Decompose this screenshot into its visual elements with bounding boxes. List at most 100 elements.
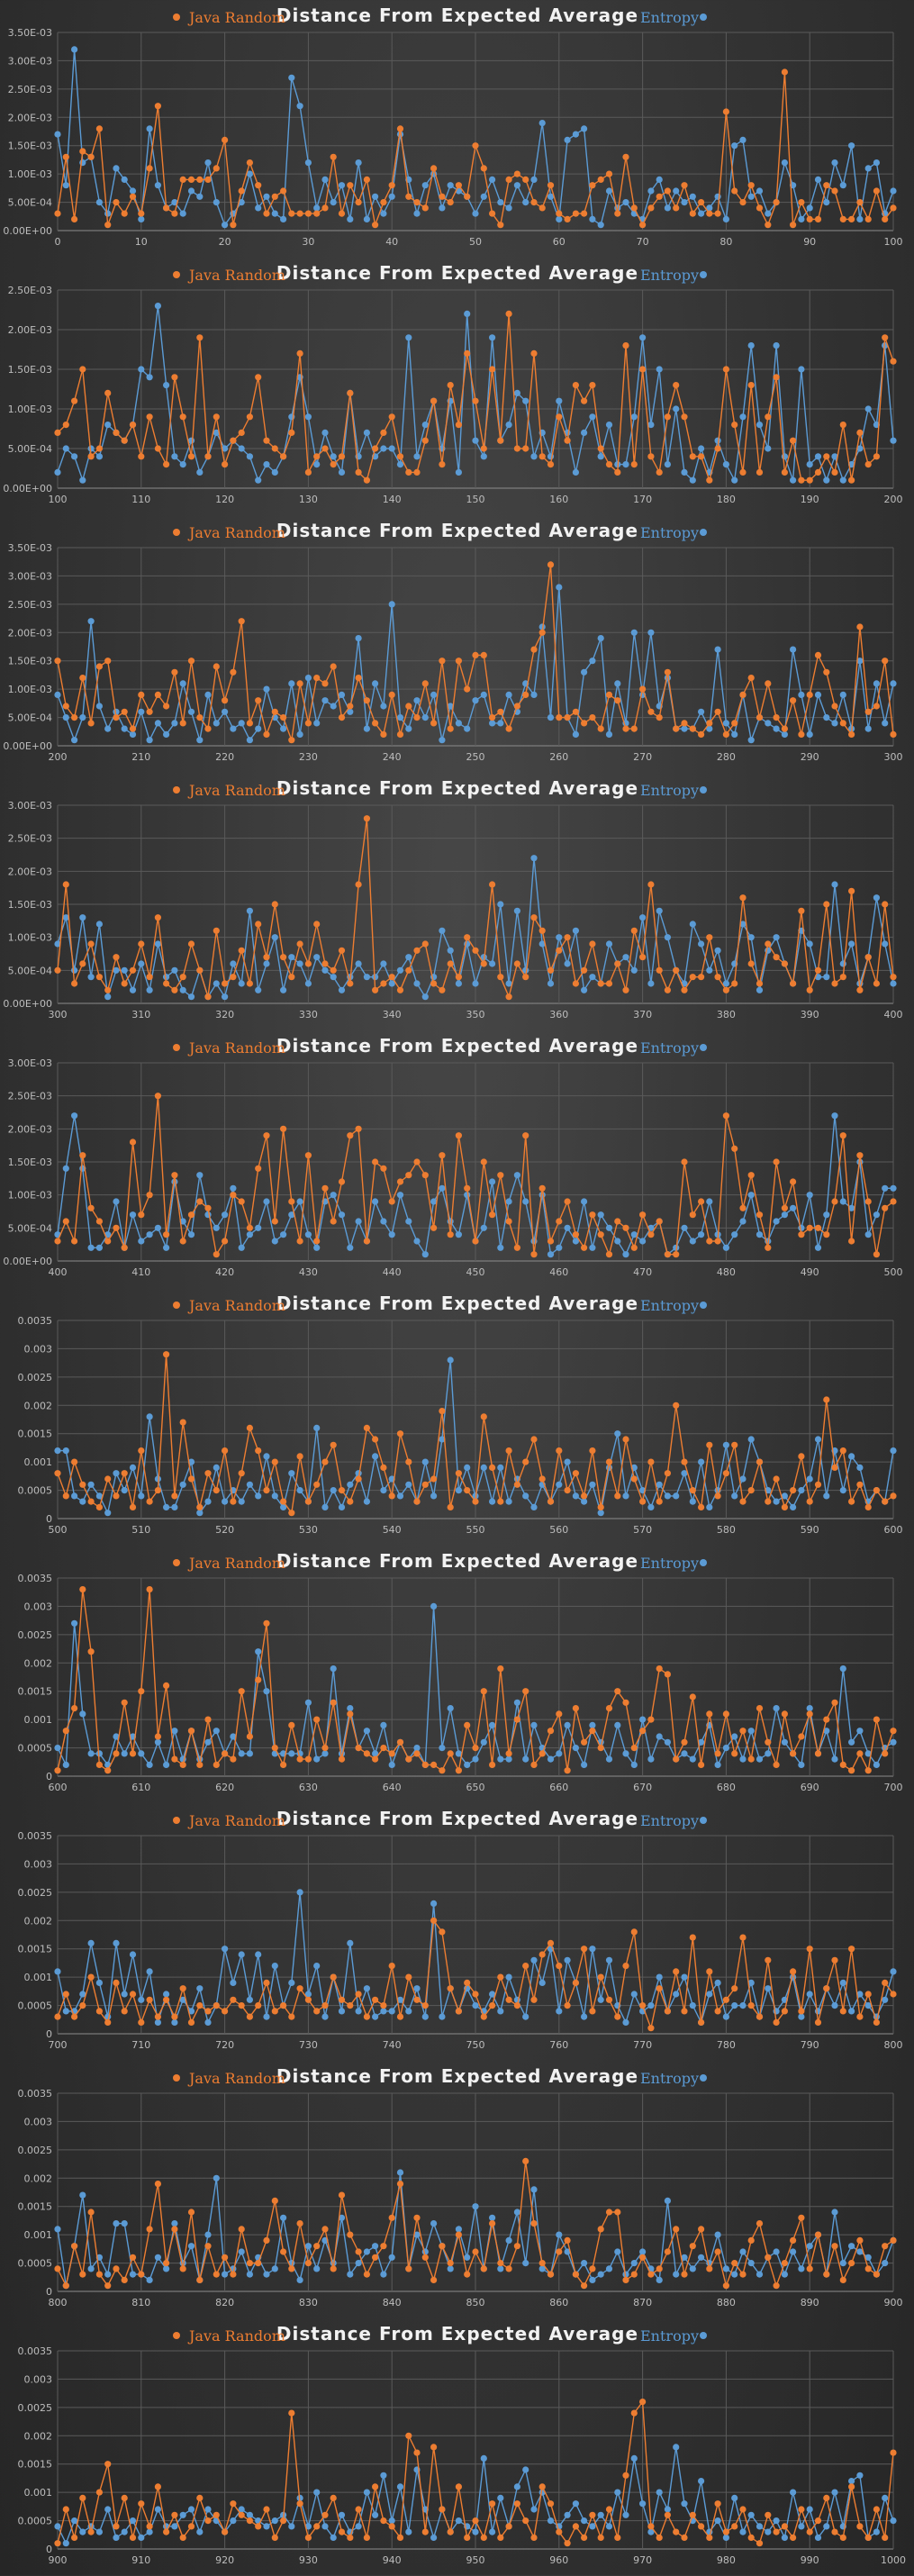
data-point-java xyxy=(614,468,621,476)
data-point-java xyxy=(179,413,186,421)
data-point-entropy xyxy=(739,2002,747,2009)
data-point-java xyxy=(330,1973,337,1981)
data-point-entropy xyxy=(179,680,186,687)
data-point-entropy xyxy=(664,461,672,468)
data-point-entropy xyxy=(656,366,663,373)
data-point-entropy xyxy=(62,2008,69,2015)
x-tick-label: 480 xyxy=(717,1266,736,1278)
data-point-java xyxy=(104,222,112,229)
data-point-java xyxy=(848,1767,855,1774)
data-point-entropy xyxy=(790,646,797,653)
data-point-java xyxy=(71,1238,78,1245)
data-point-java xyxy=(673,1251,680,1258)
data-point-java xyxy=(564,714,571,721)
data-point-entropy xyxy=(455,2517,462,2525)
data-point-java xyxy=(113,2523,120,2530)
data-point-java xyxy=(455,2231,462,2238)
data-point-entropy xyxy=(138,366,145,373)
data-point-java xyxy=(681,1158,688,1166)
data-point-java xyxy=(313,1238,321,1245)
data-point-java xyxy=(296,349,303,357)
data-point-entropy xyxy=(304,2523,312,2530)
data-point-java xyxy=(396,986,404,993)
data-point-entropy xyxy=(171,2523,178,2530)
data-point-java xyxy=(856,2013,864,2020)
data-point-entropy xyxy=(831,720,838,727)
legend-marker-entropy xyxy=(700,2074,707,2082)
data-point-entropy xyxy=(313,1755,321,1763)
data-point-java xyxy=(104,1475,112,1483)
data-point-entropy xyxy=(622,1251,629,1258)
data-point-entropy xyxy=(79,1710,86,1718)
data-point-entropy xyxy=(882,940,889,948)
data-point-entropy xyxy=(87,2265,95,2272)
data-point-entropy xyxy=(882,2260,889,2267)
data-point-java xyxy=(722,1112,730,1120)
data-point-java xyxy=(622,342,629,349)
data-point-entropy xyxy=(765,210,772,217)
y-tick-label: 0.0025 xyxy=(18,2145,53,2156)
data-point-java xyxy=(304,1498,312,1505)
data-point-entropy xyxy=(489,1991,496,1998)
data-point-entropy xyxy=(129,1211,137,1219)
data-point-entropy xyxy=(313,2265,321,2272)
data-point-java xyxy=(790,1487,797,1494)
data-point-java xyxy=(781,1503,789,1510)
data-point-java xyxy=(388,182,395,189)
data-point-entropy xyxy=(104,422,112,429)
data-point-java xyxy=(146,1586,153,1593)
data-point-entropy xyxy=(722,1244,730,1251)
y-tick-label: 0.001 xyxy=(24,2487,53,2499)
data-point-java xyxy=(396,730,404,738)
data-point-entropy xyxy=(372,1198,379,1205)
data-point-java xyxy=(296,1985,303,1992)
data-point-entropy xyxy=(296,1889,303,1896)
data-point-entropy xyxy=(238,445,245,452)
data-point-java xyxy=(639,366,647,373)
data-point-java xyxy=(522,445,529,452)
data-point-java xyxy=(455,974,462,981)
data-point-java xyxy=(179,2534,186,2541)
data-point-java xyxy=(222,461,229,468)
x-tick-label: 640 xyxy=(383,1782,402,1793)
data-point-java xyxy=(614,1688,621,1695)
data-point-java xyxy=(421,940,429,948)
data-point-entropy xyxy=(171,453,178,460)
data-point-java xyxy=(714,1750,721,1757)
data-point-entropy xyxy=(179,1481,186,1488)
data-point-entropy xyxy=(839,691,846,698)
data-point-java xyxy=(255,1165,262,1172)
data-point-java xyxy=(421,2528,429,2535)
chart-panel: 0.00E+005.00E-041.00E-031.50E-032.00E-03… xyxy=(3,1035,902,1278)
data-point-entropy xyxy=(380,2271,387,2278)
data-point-java xyxy=(313,675,321,682)
data-point-entropy xyxy=(589,2276,596,2283)
data-point-java xyxy=(630,927,638,934)
x-tick-label: 470 xyxy=(633,1266,652,1278)
data-point-java xyxy=(614,2534,621,2541)
data-point-java xyxy=(255,182,262,189)
data-point-java xyxy=(464,1487,471,1494)
data-point-java xyxy=(823,182,830,189)
data-point-java xyxy=(689,725,696,732)
data-point-entropy xyxy=(196,1510,204,1517)
data-point-entropy xyxy=(765,2528,772,2535)
data-point-java xyxy=(380,730,387,738)
data-point-java xyxy=(572,1231,580,1238)
data-point-entropy xyxy=(656,176,663,183)
data-point-java xyxy=(890,1991,897,1998)
data-point-java xyxy=(530,1436,538,1443)
data-point-java xyxy=(338,947,346,954)
data-point-java xyxy=(372,986,379,993)
data-point-java xyxy=(255,374,262,381)
data-point-entropy xyxy=(330,453,337,460)
data-point-java xyxy=(87,1204,95,1211)
x-tick-label: 110 xyxy=(131,494,150,505)
data-point-entropy xyxy=(497,1464,504,1471)
data-point-entropy xyxy=(864,2002,872,2009)
x-tick-label: 490 xyxy=(801,1266,819,1278)
data-point-java xyxy=(538,1951,546,1958)
data-point-entropy xyxy=(572,927,580,934)
data-point-entropy xyxy=(104,993,112,1001)
y-tick-label: 0.002 xyxy=(24,1657,53,1669)
